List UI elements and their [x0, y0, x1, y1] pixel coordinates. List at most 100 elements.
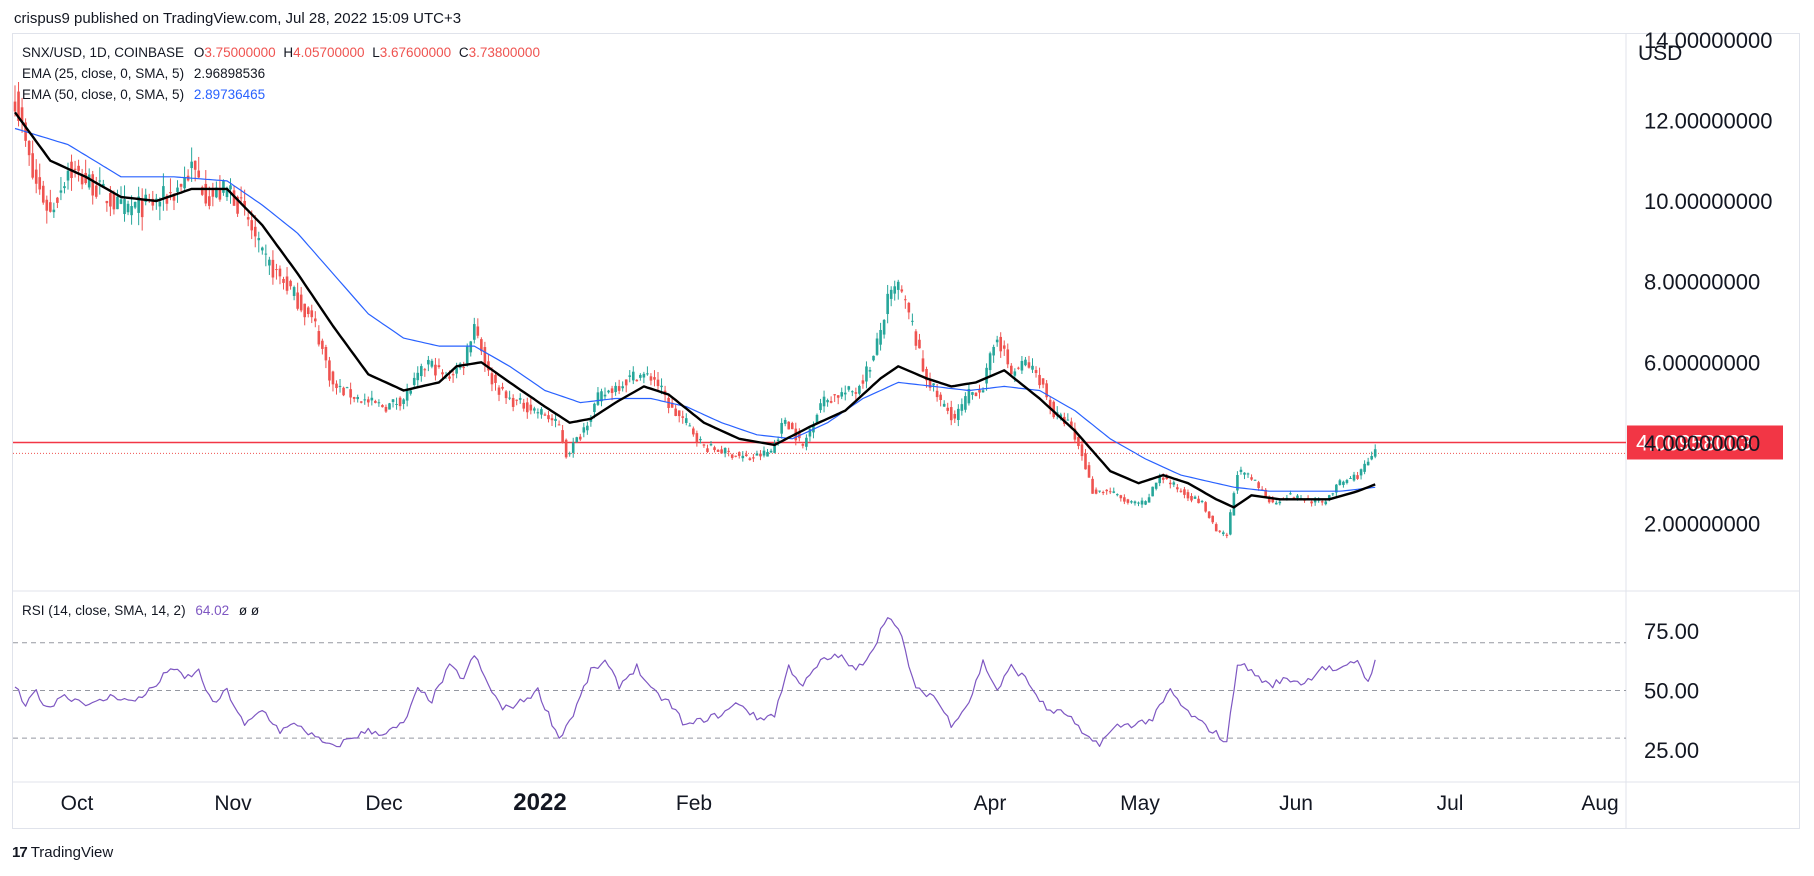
ohlc-c-value: 3.73800000: [468, 45, 540, 60]
candle-body: [268, 259, 271, 266]
candle: [646, 366, 649, 376]
candle: [684, 413, 688, 426]
candle-body: [278, 268, 282, 277]
candle: [1172, 480, 1176, 488]
candle: [681, 410, 685, 424]
candle-body: [1190, 495, 1193, 501]
candle: [299, 287, 303, 313]
candle-body: [243, 200, 246, 207]
candle-body: [1292, 497, 1296, 499]
ohlc-h-label: H: [283, 45, 294, 60]
candle: [1183, 486, 1186, 499]
candle: [349, 382, 352, 405]
candle-body: [1020, 360, 1024, 371]
candle-body: [540, 409, 543, 415]
candle-body: [886, 293, 889, 315]
candle: [939, 392, 942, 407]
candle-body: [377, 402, 381, 404]
candle: [614, 382, 617, 396]
candle: [603, 387, 607, 400]
candle-body: [1073, 428, 1077, 440]
candle-body: [257, 237, 261, 241]
candle: [529, 398, 533, 415]
candle: [257, 231, 261, 253]
candle: [1250, 474, 1253, 481]
currency-label: USD: [1638, 42, 1683, 65]
candle: [628, 370, 632, 383]
candle-body: [904, 299, 907, 301]
candle: [1140, 497, 1144, 508]
candle: [600, 388, 603, 407]
candle-body: [642, 373, 646, 378]
candle: [370, 390, 374, 406]
candle: [564, 438, 568, 459]
candle-body: [868, 369, 872, 372]
candle-body: [896, 281, 900, 290]
candle: [1048, 396, 1052, 415]
candle-body: [200, 187, 204, 195]
candle-body: [1352, 474, 1356, 481]
candle-body: [374, 400, 377, 403]
candle-body: [660, 385, 663, 388]
candle-body: [1010, 365, 1013, 375]
candle: [472, 317, 476, 344]
candle: [211, 182, 215, 207]
candle-body: [865, 366, 868, 382]
tradingview-brand[interactable]: 17 TradingView: [12, 844, 113, 861]
candle: [239, 186, 243, 205]
candle-body: [1158, 475, 1161, 484]
candle-body: [1140, 500, 1144, 505]
candle-body: [20, 107, 24, 122]
candle: [1091, 476, 1094, 494]
chart-frame: [12, 33, 1800, 829]
candle-body: [98, 180, 102, 182]
candle-body: [314, 318, 317, 322]
candle: [1098, 490, 1101, 493]
candle-body: [253, 226, 257, 237]
candle-body: [261, 247, 264, 251]
candle: [363, 393, 367, 405]
candle-body: [653, 377, 656, 380]
candle: [285, 267, 289, 295]
ohlc-o-label: O: [193, 45, 205, 60]
candle-body: [875, 338, 879, 355]
candle: [1324, 500, 1328, 506]
candle-body: [1239, 469, 1243, 472]
candle: [801, 442, 805, 449]
candle-body: [239, 197, 243, 199]
candle-body: [282, 278, 285, 283]
candle-body: [1154, 482, 1158, 489]
candle-body: [575, 437, 579, 442]
candle-body: [861, 380, 865, 384]
candle-body: [349, 389, 352, 398]
candle-body: [183, 177, 186, 189]
candle: [84, 159, 87, 185]
rsi-label: RSI (14, close, SMA, 14, 2): [22, 603, 186, 618]
candle-body: [621, 386, 624, 389]
candle-body: [137, 196, 140, 213]
candle-body: [197, 170, 201, 178]
support-line-label-bg: [1627, 425, 1783, 460]
candle-body: [1331, 493, 1335, 495]
candle-body: [607, 390, 610, 393]
candle-body: [222, 181, 225, 193]
candle: [981, 387, 985, 393]
candle: [688, 422, 692, 427]
candle: [921, 350, 925, 373]
candle-body: [776, 439, 780, 442]
symbol-legend: SNX/USD, 1D, COINBASE O3.75000000 H4.057…: [22, 45, 540, 60]
candle-body: [1101, 492, 1105, 494]
candle-body: [515, 399, 518, 401]
candle-body: [921, 358, 925, 372]
ema50-value: 2.89736465: [193, 87, 266, 102]
candle-body: [190, 161, 193, 169]
candle-body: [151, 198, 155, 206]
candle-body: [635, 379, 639, 382]
candle-body: [741, 455, 745, 459]
candle: [1133, 500, 1137, 506]
candle-body: [1070, 421, 1073, 428]
candle-body: [766, 451, 769, 457]
candle: [1257, 480, 1260, 491]
candle-body: [155, 198, 158, 200]
